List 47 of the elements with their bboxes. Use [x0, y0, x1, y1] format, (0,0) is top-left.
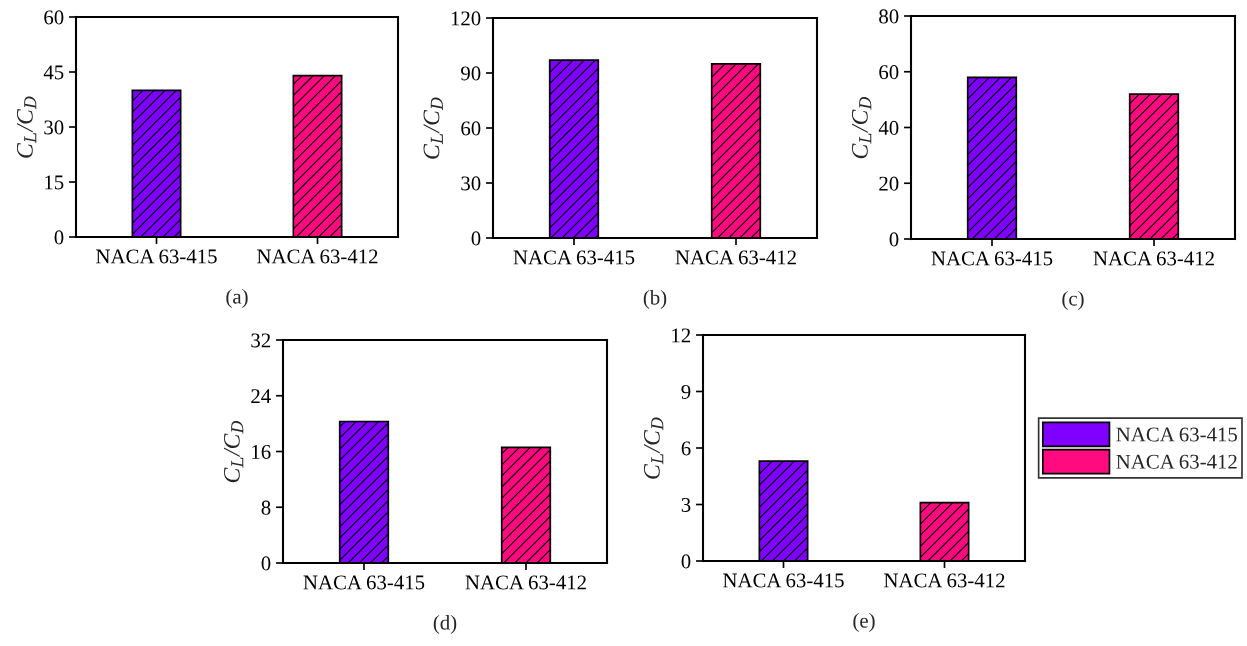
y-tick-label: 24 — [251, 389, 271, 403]
y-axis-title: C$_{L}$/C$_{D}$ — [423, 97, 443, 159]
y-tick-label: 0 — [471, 231, 481, 246]
y-tick-label: 15 — [45, 175, 64, 190]
x-tick-label: NACA 63-412 — [257, 249, 378, 264]
x-tick-label: NACA 63-415 — [513, 250, 635, 265]
y-tick-label: 16 — [252, 444, 271, 459]
text: (b) — [643, 290, 667, 309]
y-tick-label: 45 — [43, 65, 64, 80]
y-tick-label: 20 — [879, 176, 899, 191]
y-tick-label: 9 — [681, 384, 691, 399]
y-tick-label: 8 — [261, 500, 271, 515]
text: (c) — [1062, 291, 1084, 310]
y-tick-label: 40 — [878, 120, 899, 135]
x-tick-label: NACA 63-415 — [931, 251, 1053, 266]
y-tick-label: 60 — [44, 10, 64, 25]
x-tick-label: NACA 63-412 — [884, 573, 1005, 588]
y-tick-label: 0 — [681, 554, 691, 569]
y-axis-title: C$_{L}$/C$_{D}$ — [851, 96, 872, 159]
legend-label: NACA 63-412 — [1116, 454, 1237, 469]
y-axis-title: C$_{L}$/C$_{D}$ — [223, 420, 244, 483]
y-tick-label: 6 — [681, 441, 691, 456]
y-axis-title: C$_{L}$/C$_{D}$ — [16, 96, 37, 158]
text: (e) — [853, 613, 875, 632]
text: (d) — [433, 615, 457, 634]
y-tick-label: 3 — [681, 497, 691, 512]
y-tick-label: 90 — [461, 66, 481, 81]
y-axis-title: C$_{L}$/C$_{D}$ — [643, 417, 664, 479]
text: (a) — [226, 289, 248, 308]
x-tick-label: NACA 63-412 — [465, 575, 586, 590]
y-tick-label: 12 — [672, 328, 691, 343]
x-tick-label: NACA 63-415 — [96, 249, 217, 264]
x-tick-label: NACA 63-412 — [675, 250, 796, 265]
y-tick-label: 0 — [261, 556, 271, 571]
y-tick-label: 80 — [879, 9, 899, 24]
x-tick-label: NACA 63-415 — [723, 573, 844, 588]
legend-label: NACA 63-415 — [1116, 427, 1238, 442]
y-tick-label: 0 — [54, 230, 64, 245]
y-tick-label: 120 — [451, 11, 481, 26]
x-tick-label: NACA 63-412 — [1093, 251, 1214, 266]
y-tick-label: 60 — [461, 121, 481, 136]
y-tick-label: 60 — [879, 65, 899, 80]
y-tick-label: 0 — [889, 232, 899, 247]
y-tick-label: 30 — [44, 120, 64, 135]
x-tick-label: NACA 63-415 — [303, 575, 425, 590]
y-tick-label: 32 — [251, 333, 271, 348]
y-tick-label: 30 — [461, 176, 481, 191]
